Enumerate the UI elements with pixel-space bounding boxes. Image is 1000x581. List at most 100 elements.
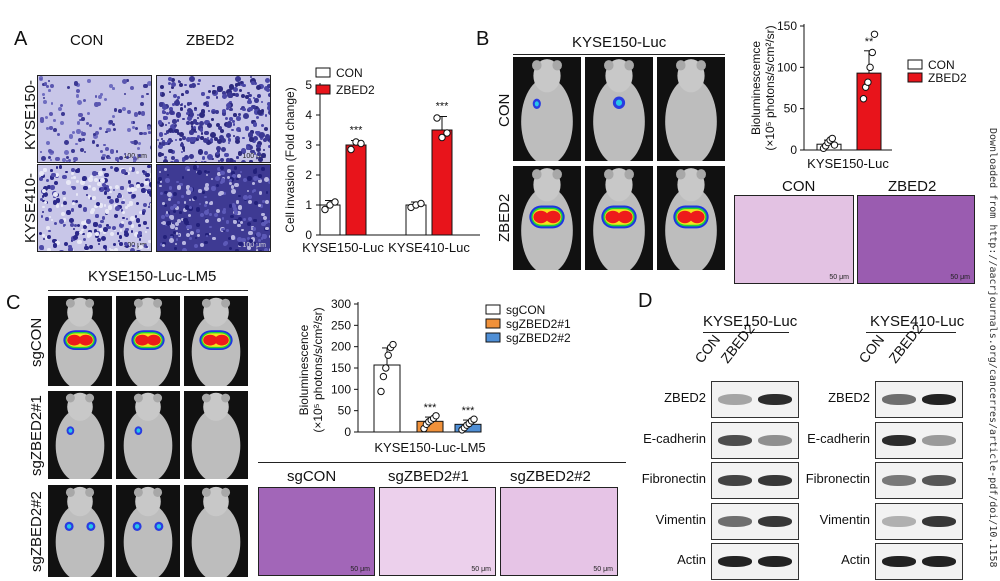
cell-speckle bbox=[266, 105, 270, 111]
cell-speckle bbox=[237, 112, 241, 116]
cell-speckle bbox=[40, 214, 44, 218]
mouse-svg bbox=[191, 392, 241, 479]
cell-speckle bbox=[203, 101, 208, 105]
cell-speckle bbox=[158, 177, 162, 181]
cell-speckle bbox=[121, 220, 125, 225]
cell-speckle bbox=[44, 201, 47, 204]
cell-speckle bbox=[109, 231, 115, 237]
cell-speckle bbox=[160, 137, 164, 141]
cell-speckle bbox=[90, 210, 94, 215]
cell-speckle bbox=[86, 219, 92, 224]
cell-speckle bbox=[258, 174, 263, 178]
cell-speckle bbox=[165, 129, 170, 134]
cell-speckle bbox=[161, 104, 168, 111]
cell-speckle bbox=[204, 240, 208, 245]
histology-b-con: 50 μm bbox=[734, 195, 854, 284]
cell-speckle bbox=[247, 236, 251, 240]
cell-speckle bbox=[180, 195, 184, 199]
cell-speckle bbox=[267, 220, 270, 223]
blot-strip bbox=[875, 503, 963, 540]
mouse-ear bbox=[133, 487, 143, 497]
cell-speckle bbox=[94, 130, 100, 136]
mouse-b-zbed2-3 bbox=[657, 166, 725, 270]
panel-c-row-label-sgzbed2-1: sgZBED2#1 bbox=[28, 395, 45, 477]
cell-speckle bbox=[203, 169, 208, 174]
cell-speckle bbox=[223, 229, 226, 232]
cell-speckle bbox=[268, 93, 270, 98]
cell-speckle bbox=[132, 121, 135, 124]
cell-speckle bbox=[220, 146, 227, 153]
cell-speckle bbox=[216, 149, 220, 153]
mouse-body bbox=[55, 314, 105, 386]
panel-c-histo-label-sgcon: sgCON bbox=[287, 468, 337, 485]
mouse-c-sgzbed2-2-2 bbox=[116, 485, 180, 577]
scale-bar: 50 μm bbox=[350, 566, 370, 573]
mouse-c-sgzbed2-2-3 bbox=[184, 485, 248, 577]
cell-speckle bbox=[89, 197, 93, 200]
cell-speckle bbox=[202, 137, 209, 144]
cell-speckle bbox=[143, 83, 148, 89]
cell-speckle bbox=[187, 213, 191, 218]
histology-c-sgcon: 50 μm bbox=[258, 487, 375, 576]
cell-speckle bbox=[171, 86, 175, 89]
cell-speckle bbox=[48, 89, 51, 93]
cell-speckle bbox=[67, 158, 71, 162]
protein-label: E-cadherin bbox=[643, 431, 706, 446]
cell-speckle bbox=[86, 194, 89, 197]
mouse-body bbox=[665, 186, 717, 270]
cell-speckle bbox=[165, 211, 168, 214]
cell-speckle bbox=[119, 229, 122, 232]
data-point bbox=[379, 372, 388, 381]
cell-speckle bbox=[109, 83, 114, 88]
cell-speckle bbox=[46, 235, 51, 240]
cell-speckle bbox=[227, 176, 231, 180]
cell-speckle bbox=[262, 233, 265, 237]
mouse-ear bbox=[153, 487, 163, 497]
cell-speckle bbox=[97, 94, 103, 99]
cell-speckle bbox=[174, 138, 178, 141]
cell-speckle bbox=[215, 122, 220, 128]
cell-speckle bbox=[175, 227, 178, 230]
data-point bbox=[384, 351, 392, 359]
cell-speckle bbox=[140, 94, 144, 98]
cell-speckle bbox=[179, 142, 185, 148]
cell-speckle bbox=[41, 210, 44, 214]
cell-speckle bbox=[116, 160, 120, 162]
cell-speckle bbox=[169, 107, 173, 111]
cell-speckle bbox=[103, 98, 108, 102]
cell-speckle bbox=[217, 192, 222, 197]
cell-speckle bbox=[58, 106, 63, 111]
cell-speckle bbox=[233, 166, 238, 170]
cell-speckle bbox=[62, 224, 65, 228]
cell-speckle bbox=[135, 181, 140, 186]
panel-letter-d: D bbox=[638, 290, 653, 312]
cell-speckle bbox=[255, 130, 259, 135]
cell-speckle bbox=[100, 219, 104, 224]
invasion-bar-chart: 0 1 2 3 4 5 Cell invasion (Fold change) *** *** K… bbox=[283, 66, 480, 255]
cell-speckle bbox=[66, 156, 70, 160]
cell-speckle bbox=[174, 129, 179, 134]
cell-speckle bbox=[205, 232, 209, 236]
cell-speckle bbox=[138, 131, 143, 136]
data-point bbox=[438, 133, 446, 142]
cell-speckle bbox=[222, 176, 226, 180]
scale-bar: 100 μm bbox=[123, 242, 148, 249]
cell-speckle bbox=[261, 167, 265, 171]
cell-speckle bbox=[59, 249, 64, 251]
cell-speckle bbox=[258, 131, 265, 138]
cell-speckle bbox=[247, 98, 252, 102]
cell-speckle bbox=[181, 136, 186, 141]
mouse-ear bbox=[133, 393, 143, 403]
cell-speckle bbox=[127, 204, 131, 208]
cell-speckle bbox=[253, 152, 256, 155]
cell-speckle bbox=[181, 93, 184, 96]
cell-speckle bbox=[179, 82, 184, 87]
cell-speckle bbox=[256, 143, 261, 149]
y-tick-label: 0 bbox=[790, 143, 797, 157]
cell-speckle bbox=[94, 95, 98, 98]
cell-speckle bbox=[45, 115, 49, 119]
cell-speckle bbox=[220, 178, 226, 183]
cell-speckle bbox=[159, 191, 164, 196]
cell-speckle bbox=[204, 204, 207, 208]
cell-speckle bbox=[252, 96, 256, 100]
